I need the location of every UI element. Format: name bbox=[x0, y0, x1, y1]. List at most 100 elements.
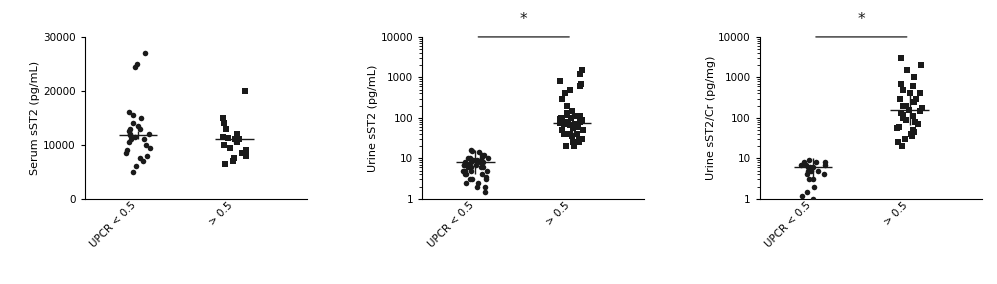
Point bbox=[458, 180, 474, 185]
Point bbox=[129, 164, 145, 169]
Point bbox=[796, 160, 812, 164]
Point bbox=[218, 126, 234, 131]
Point bbox=[806, 184, 822, 189]
Point bbox=[469, 184, 485, 189]
Point bbox=[561, 132, 577, 136]
Point bbox=[465, 158, 481, 162]
Point bbox=[573, 118, 589, 122]
Point bbox=[800, 165, 816, 170]
Point bbox=[905, 114, 921, 118]
Point bbox=[559, 103, 575, 108]
Point bbox=[555, 122, 571, 126]
Point bbox=[122, 132, 138, 136]
Point bbox=[573, 118, 589, 122]
Point bbox=[458, 168, 474, 173]
Point bbox=[895, 116, 911, 120]
Point bbox=[899, 68, 915, 72]
Point bbox=[226, 156, 242, 161]
Point bbox=[472, 160, 488, 164]
Point bbox=[817, 160, 832, 164]
Point bbox=[131, 124, 147, 128]
Point bbox=[562, 123, 578, 128]
Point bbox=[463, 168, 479, 173]
Point bbox=[137, 51, 153, 55]
Point bbox=[570, 125, 586, 129]
Point bbox=[479, 177, 495, 182]
Point bbox=[470, 180, 486, 185]
Point bbox=[226, 137, 242, 142]
Point bbox=[799, 172, 815, 177]
Point bbox=[898, 118, 914, 122]
Point bbox=[904, 134, 920, 139]
Point bbox=[906, 130, 922, 134]
Point bbox=[139, 143, 155, 147]
Point bbox=[477, 189, 493, 194]
Point bbox=[892, 111, 908, 116]
Point bbox=[475, 154, 491, 159]
Point bbox=[133, 116, 149, 120]
Point bbox=[800, 189, 816, 194]
Point bbox=[473, 165, 489, 170]
Point bbox=[901, 107, 917, 112]
Point bbox=[122, 140, 138, 144]
Point bbox=[469, 158, 485, 162]
Point bbox=[571, 140, 587, 145]
Point bbox=[565, 140, 581, 145]
Point bbox=[902, 132, 918, 136]
Point bbox=[225, 159, 241, 163]
Point bbox=[556, 132, 572, 136]
Point bbox=[237, 148, 253, 153]
Point bbox=[817, 172, 832, 177]
Point bbox=[142, 145, 158, 150]
Point bbox=[558, 112, 574, 117]
Point bbox=[552, 116, 568, 121]
Point bbox=[236, 89, 252, 93]
Point bbox=[572, 120, 588, 124]
Point bbox=[118, 151, 134, 155]
Point bbox=[460, 156, 476, 161]
Point bbox=[559, 111, 575, 116]
Point bbox=[127, 134, 143, 139]
Point bbox=[217, 161, 233, 166]
Point bbox=[228, 140, 244, 144]
Point bbox=[893, 82, 909, 86]
Point bbox=[906, 99, 922, 104]
Point bbox=[554, 128, 570, 132]
Point bbox=[216, 143, 232, 147]
Point bbox=[234, 151, 250, 155]
Point bbox=[462, 156, 478, 161]
Point bbox=[476, 160, 492, 164]
Text: *: * bbox=[857, 12, 865, 27]
Point bbox=[563, 116, 579, 120]
Point bbox=[133, 126, 149, 131]
Point bbox=[457, 162, 473, 167]
Point bbox=[460, 165, 476, 170]
Point bbox=[123, 137, 139, 142]
Y-axis label: Serum sST2 (pg/mL): Serum sST2 (pg/mL) bbox=[30, 61, 40, 175]
Point bbox=[220, 136, 236, 141]
Point bbox=[464, 177, 480, 182]
Point bbox=[238, 153, 254, 158]
Y-axis label: Urine sST2 (pg/mL): Urine sST2 (pg/mL) bbox=[368, 64, 378, 172]
Point bbox=[557, 144, 573, 149]
Point bbox=[457, 172, 473, 177]
Point bbox=[799, 162, 815, 167]
Point bbox=[139, 153, 155, 158]
Point bbox=[125, 113, 141, 117]
Point bbox=[476, 153, 492, 157]
Point bbox=[552, 121, 568, 125]
Point bbox=[462, 177, 478, 182]
Point bbox=[817, 162, 832, 167]
Point bbox=[460, 162, 476, 167]
Point bbox=[890, 140, 906, 145]
Point bbox=[897, 103, 913, 108]
Point bbox=[551, 79, 567, 83]
Point bbox=[574, 137, 590, 141]
Point bbox=[557, 91, 573, 96]
Point bbox=[474, 158, 490, 162]
Point bbox=[905, 84, 921, 89]
Point bbox=[122, 126, 138, 131]
Point bbox=[912, 63, 928, 68]
Point bbox=[800, 168, 816, 173]
Point bbox=[457, 160, 473, 164]
